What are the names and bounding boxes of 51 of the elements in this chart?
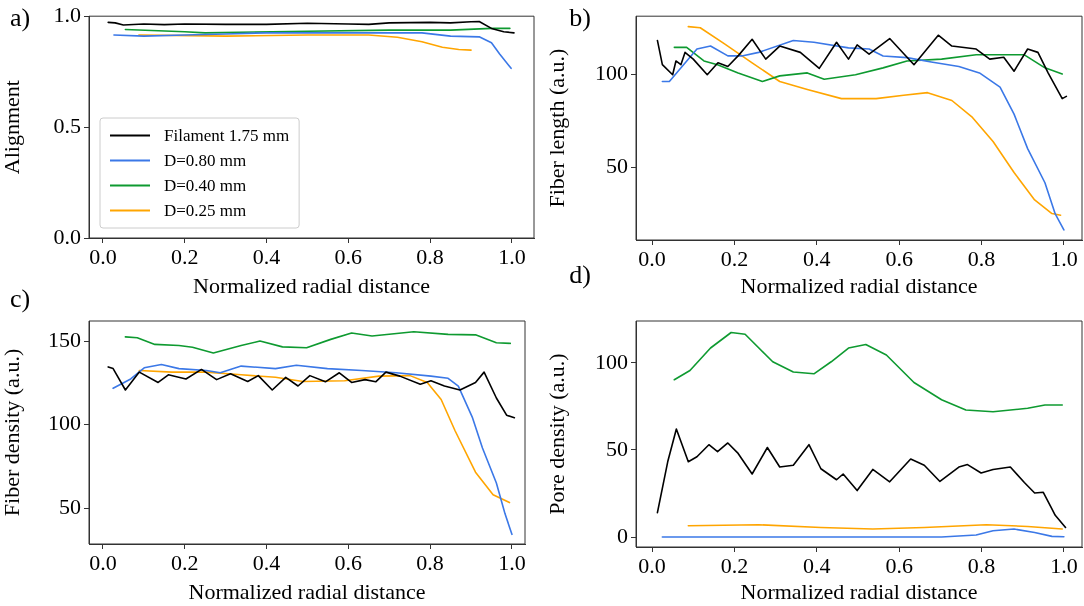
x-axis-title: Normalized radial distance bbox=[192, 272, 431, 298]
y-tick-label: 1.0 bbox=[53, 1, 81, 27]
y-tick-label: 50 bbox=[606, 153, 628, 179]
x-tick-label: 0.2 bbox=[720, 245, 749, 271]
y-tick-label: 100 bbox=[595, 59, 628, 85]
y-axis-title: Fiber density (a.u.) bbox=[0, 348, 24, 517]
x-tick-label: 0.6 bbox=[885, 552, 913, 578]
y-tick-label: 0.0 bbox=[53, 223, 81, 249]
x-tick-label: 1.0 bbox=[498, 549, 526, 575]
legend-label: D=0.40 mm bbox=[164, 175, 247, 195]
x-tick-label: 0.4 bbox=[252, 549, 281, 575]
x-tick-label: 0.8 bbox=[967, 245, 996, 271]
x-tick-label: 0.0 bbox=[89, 549, 117, 575]
x-tick-label: 0.8 bbox=[416, 549, 444, 575]
y-tick-label: 0.5 bbox=[53, 112, 81, 138]
x-tick-label: 0.0 bbox=[89, 243, 117, 269]
x-axis-title: Normalized radial distance bbox=[740, 578, 978, 604]
y-tick-label: 50 bbox=[606, 435, 628, 461]
x-tick-label: 0.8 bbox=[416, 243, 444, 269]
y-axis-title: Pore density (a.u.) bbox=[543, 353, 569, 515]
x-tick-label: 0.4 bbox=[803, 245, 831, 271]
x-tick-label: 0.6 bbox=[885, 245, 913, 271]
text: d) bbox=[569, 259, 591, 289]
y-axis-title: Alignment bbox=[0, 80, 24, 175]
x-tick-label: 0.0 bbox=[638, 245, 666, 271]
x-tick-label: 0.2 bbox=[170, 243, 199, 269]
text: a) bbox=[9, 3, 31, 33]
x-tick-label: 0.4 bbox=[252, 243, 281, 269]
x-tick-label: 0.6 bbox=[334, 549, 363, 575]
x-tick-label: 0.8 bbox=[967, 552, 996, 578]
x-tick-label: 0.4 bbox=[803, 552, 831, 578]
y-tick-label: 150 bbox=[48, 326, 81, 352]
x-tick-label: 1.0 bbox=[1050, 552, 1078, 578]
x-tick-label: 0.6 bbox=[334, 243, 363, 269]
legend-label: Filament 1.75 mm bbox=[164, 125, 290, 145]
x-tick-label: 0.2 bbox=[170, 549, 199, 575]
y-tick-label: 50 bbox=[59, 493, 81, 519]
legend-label: D=0.80 mm bbox=[164, 150, 247, 170]
x-tick-label: 0.0 bbox=[638, 552, 666, 578]
y-tick-label: 0 bbox=[617, 522, 628, 548]
x-axis-title: Normalized radial distance bbox=[188, 578, 426, 604]
x-tick-label: 0.2 bbox=[720, 552, 749, 578]
x-tick-label: 1.0 bbox=[1050, 245, 1078, 271]
text: c) bbox=[9, 283, 31, 313]
y-tick-label: 100 bbox=[48, 410, 81, 436]
y-tick-label: 100 bbox=[595, 348, 628, 374]
text: b) bbox=[569, 3, 591, 33]
x-tick-label: 1.0 bbox=[498, 243, 526, 269]
legend-label: D=0.25 mm bbox=[164, 200, 247, 220]
y-axis-title: Fiber length (a.u.) bbox=[543, 48, 569, 208]
x-axis-title: Normalized radial distance bbox=[740, 272, 978, 298]
